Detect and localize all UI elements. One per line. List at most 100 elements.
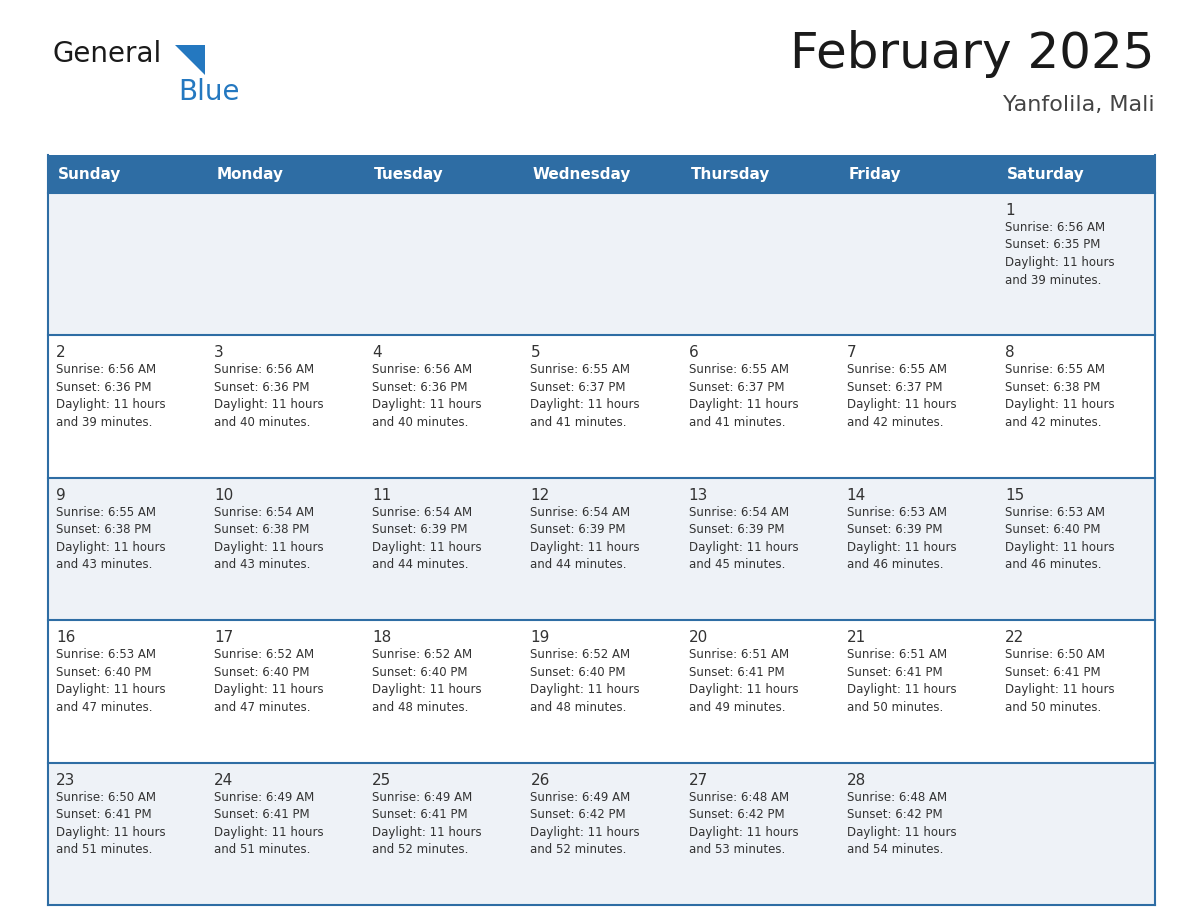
Text: and 40 minutes.: and 40 minutes. [372,416,468,429]
Text: 7: 7 [847,345,857,361]
Text: 8: 8 [1005,345,1015,361]
Text: Daylight: 11 hours: Daylight: 11 hours [372,398,482,411]
Text: Daylight: 11 hours: Daylight: 11 hours [56,683,165,696]
Text: Daylight: 11 hours: Daylight: 11 hours [372,683,482,696]
Text: Sunrise: 6:55 AM: Sunrise: 6:55 AM [847,364,947,376]
Text: Sunset: 6:41 PM: Sunset: 6:41 PM [372,808,468,821]
Text: Sunset: 6:40 PM: Sunset: 6:40 PM [372,666,468,678]
Text: Sunrise: 6:56 AM: Sunrise: 6:56 AM [214,364,315,376]
Text: Daylight: 11 hours: Daylight: 11 hours [56,398,165,411]
Text: and 39 minutes.: and 39 minutes. [1005,274,1101,286]
Text: and 48 minutes.: and 48 minutes. [530,700,627,713]
Text: Daylight: 11 hours: Daylight: 11 hours [689,683,798,696]
Text: 25: 25 [372,773,392,788]
Text: Sunset: 6:38 PM: Sunset: 6:38 PM [56,523,151,536]
Text: Sunrise: 6:54 AM: Sunrise: 6:54 AM [530,506,631,519]
Text: Blue: Blue [178,78,240,106]
Text: Daylight: 11 hours: Daylight: 11 hours [847,825,956,839]
Text: Daylight: 11 hours: Daylight: 11 hours [847,541,956,554]
Text: and 52 minutes.: and 52 minutes. [530,843,627,856]
Text: Daylight: 11 hours: Daylight: 11 hours [214,541,324,554]
Text: Sunrise: 6:54 AM: Sunrise: 6:54 AM [214,506,315,519]
Text: Sunset: 6:36 PM: Sunset: 6:36 PM [214,381,310,394]
Text: Sunrise: 6:53 AM: Sunrise: 6:53 AM [847,506,947,519]
Text: Sunset: 6:42 PM: Sunset: 6:42 PM [689,808,784,821]
Text: Sunset: 6:36 PM: Sunset: 6:36 PM [372,381,468,394]
Text: Daylight: 11 hours: Daylight: 11 hours [372,825,482,839]
Text: 21: 21 [847,630,866,645]
Text: Sunset: 6:37 PM: Sunset: 6:37 PM [847,381,942,394]
Text: Sunrise: 6:54 AM: Sunrise: 6:54 AM [689,506,789,519]
Text: Daylight: 11 hours: Daylight: 11 hours [214,825,324,839]
Text: Yanfolila, Mali: Yanfolila, Mali [1004,95,1155,115]
Text: Sunrise: 6:51 AM: Sunrise: 6:51 AM [689,648,789,661]
Text: and 46 minutes.: and 46 minutes. [847,558,943,571]
Text: Wednesday: Wednesday [532,166,631,182]
Text: Daylight: 11 hours: Daylight: 11 hours [372,541,482,554]
Text: Daylight: 11 hours: Daylight: 11 hours [530,825,640,839]
Text: and 47 minutes.: and 47 minutes. [214,700,310,713]
Text: Sunrise: 6:55 AM: Sunrise: 6:55 AM [530,364,631,376]
Text: Daylight: 11 hours: Daylight: 11 hours [214,398,324,411]
Text: and 43 minutes.: and 43 minutes. [214,558,310,571]
Text: and 40 minutes.: and 40 minutes. [214,416,310,429]
Text: 13: 13 [689,487,708,503]
Text: 9: 9 [56,487,65,503]
Text: Sunset: 6:38 PM: Sunset: 6:38 PM [1005,381,1100,394]
Text: 20: 20 [689,630,708,645]
Text: Sunrise: 6:51 AM: Sunrise: 6:51 AM [847,648,947,661]
Bar [48,477,1155,621]
Text: 28: 28 [847,773,866,788]
Text: Sunset: 6:38 PM: Sunset: 6:38 PM [214,523,310,536]
Text: and 50 minutes.: and 50 minutes. [847,700,943,713]
Text: and 48 minutes.: and 48 minutes. [372,700,468,713]
Text: Sunset: 6:41 PM: Sunset: 6:41 PM [1005,666,1100,678]
Text: Daylight: 11 hours: Daylight: 11 hours [530,541,640,554]
Text: Daylight: 11 hours: Daylight: 11 hours [1005,398,1114,411]
Text: Sunrise: 6:53 AM: Sunrise: 6:53 AM [1005,506,1105,519]
Text: 19: 19 [530,630,550,645]
Text: Sunrise: 6:56 AM: Sunrise: 6:56 AM [56,364,156,376]
Text: Sunrise: 6:54 AM: Sunrise: 6:54 AM [372,506,473,519]
Text: Daylight: 11 hours: Daylight: 11 hours [530,683,640,696]
Text: 14: 14 [847,487,866,503]
Text: Sunrise: 6:53 AM: Sunrise: 6:53 AM [56,648,156,661]
Text: Sunset: 6:35 PM: Sunset: 6:35 PM [1005,239,1100,252]
Text: 12: 12 [530,487,550,503]
Text: and 39 minutes.: and 39 minutes. [56,416,152,429]
Text: and 42 minutes.: and 42 minutes. [847,416,943,429]
Text: and 51 minutes.: and 51 minutes. [214,843,310,856]
Text: 15: 15 [1005,487,1024,503]
Text: Sunset: 6:40 PM: Sunset: 6:40 PM [530,666,626,678]
Text: Sunset: 6:41 PM: Sunset: 6:41 PM [689,666,784,678]
Text: Sunset: 6:39 PM: Sunset: 6:39 PM [847,523,942,536]
Text: and 51 minutes.: and 51 minutes. [56,843,152,856]
Text: Sunset: 6:40 PM: Sunset: 6:40 PM [56,666,152,678]
Text: Tuesday: Tuesday [374,166,444,182]
Text: Daylight: 11 hours: Daylight: 11 hours [1005,683,1114,696]
Text: Sunset: 6:37 PM: Sunset: 6:37 PM [530,381,626,394]
Text: Daylight: 11 hours: Daylight: 11 hours [530,398,640,411]
Text: and 53 minutes.: and 53 minutes. [689,843,785,856]
Text: Sunrise: 6:49 AM: Sunrise: 6:49 AM [372,790,473,803]
Text: Sunset: 6:41 PM: Sunset: 6:41 PM [847,666,942,678]
Text: and 52 minutes.: and 52 minutes. [372,843,468,856]
Text: 2: 2 [56,345,65,361]
Text: Sunset: 6:39 PM: Sunset: 6:39 PM [372,523,468,536]
Text: and 54 minutes.: and 54 minutes. [847,843,943,856]
Text: Daylight: 11 hours: Daylight: 11 hours [847,683,956,696]
Text: 22: 22 [1005,630,1024,645]
Text: and 49 minutes.: and 49 minutes. [689,700,785,713]
Text: General: General [53,40,163,68]
Text: Sunrise: 6:52 AM: Sunrise: 6:52 AM [214,648,315,661]
Text: Sunrise: 6:52 AM: Sunrise: 6:52 AM [530,648,631,661]
Text: Sunset: 6:39 PM: Sunset: 6:39 PM [689,523,784,536]
Text: and 44 minutes.: and 44 minutes. [372,558,469,571]
Text: Sunset: 6:36 PM: Sunset: 6:36 PM [56,381,152,394]
Text: 10: 10 [214,487,233,503]
Text: Daylight: 11 hours: Daylight: 11 hours [689,825,798,839]
Text: Sunrise: 6:48 AM: Sunrise: 6:48 AM [689,790,789,803]
Bar [48,155,1155,193]
Text: and 41 minutes.: and 41 minutes. [689,416,785,429]
Text: Sunrise: 6:56 AM: Sunrise: 6:56 AM [1005,221,1105,234]
